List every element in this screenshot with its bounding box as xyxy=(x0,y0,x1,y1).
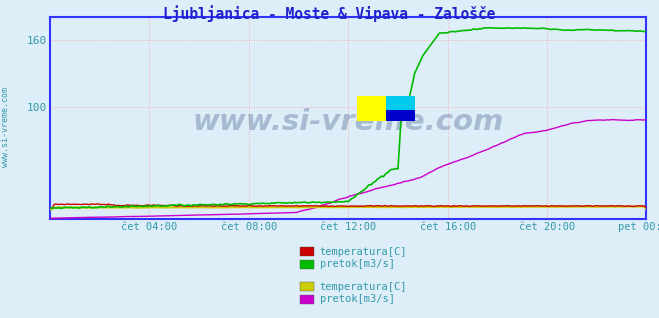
Bar xyxy=(386,110,415,121)
Text: pretok[m3/s]: pretok[m3/s] xyxy=(320,259,395,269)
Bar xyxy=(357,96,386,121)
Text: www.si-vreme.com: www.si-vreme.com xyxy=(1,87,10,167)
Text: pretok[m3/s]: pretok[m3/s] xyxy=(320,294,395,304)
Text: Ljubljanica - Moste & Vipava - Zalošče: Ljubljanica - Moste & Vipava - Zalošče xyxy=(163,5,496,22)
Bar xyxy=(386,96,415,110)
Text: www.si-vreme.com: www.si-vreme.com xyxy=(192,108,504,136)
Text: temperatura[C]: temperatura[C] xyxy=(320,246,407,257)
Text: temperatura[C]: temperatura[C] xyxy=(320,281,407,292)
